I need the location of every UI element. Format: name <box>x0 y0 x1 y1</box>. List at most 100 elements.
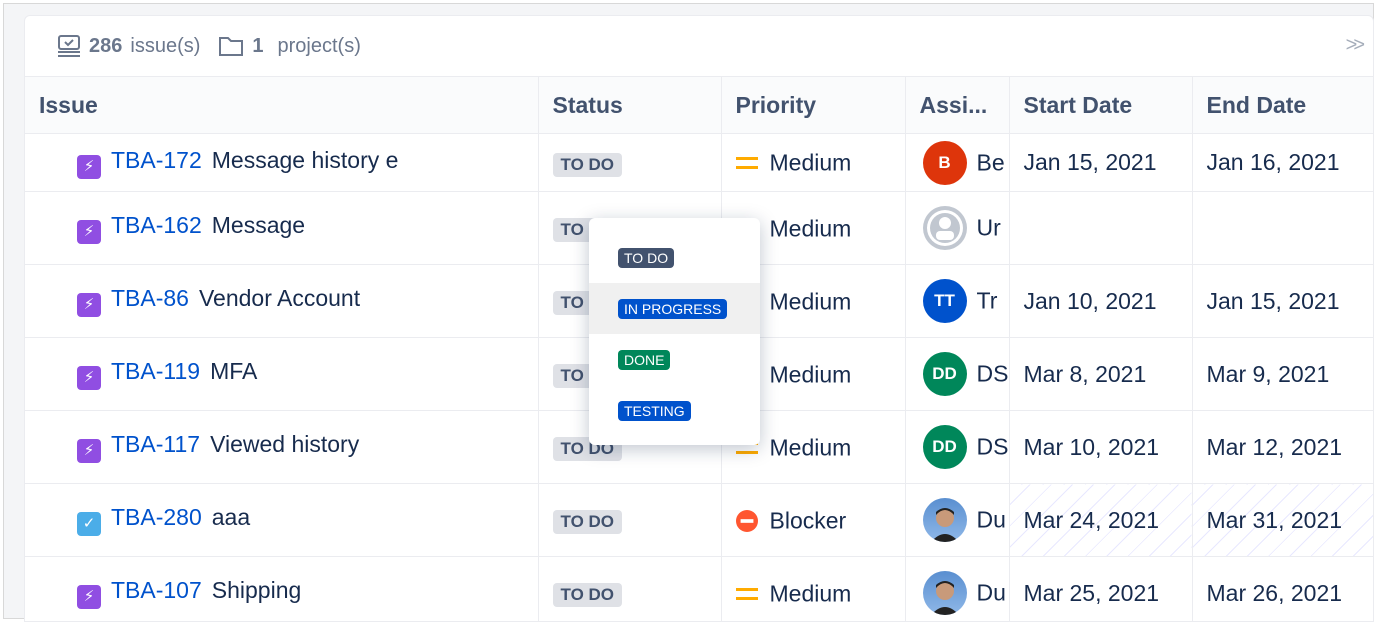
assignee-cell[interactable]: Du <box>905 556 1010 621</box>
issue-key-link[interactable]: TBA-172 <box>111 146 202 173</box>
start-date-cell[interactable]: Mar 10, 2021 <box>1009 410 1193 484</box>
start-date-cell[interactable]: Mar 8, 2021 <box>1009 337 1193 411</box>
collapse-panel-icon[interactable]: >> <box>1345 34 1365 56</box>
status-option-testing[interactable]: TESTING <box>589 385 760 436</box>
medium-priority-icon <box>735 587 758 600</box>
avatar: DD <box>922 352 967 396</box>
assignee-name: DS <box>976 360 1009 387</box>
epic-lightning-icon: ⚡︎ <box>77 366 101 390</box>
issue-cell: ⚡︎ TBA-162 Message <box>25 191 539 265</box>
start-date-cell[interactable] <box>1009 191 1193 265</box>
end-date-cell[interactable]: Mar 31, 2021 <box>1192 483 1373 557</box>
epic-lightning-icon: ⚡︎ <box>77 439 101 463</box>
start-date-cell[interactable]: Jan 15, 2021 <box>1009 133 1193 192</box>
assignee-name: Du <box>976 579 1006 606</box>
priority-label: Medium <box>769 361 852 388</box>
status-lozenge[interactable]: TO DO <box>552 152 623 177</box>
column-header[interactable]: Assi... <box>905 76 1010 134</box>
blocker-priority-icon <box>735 509 758 532</box>
issue-title[interactable]: MFA <box>210 358 258 384</box>
folder-icon <box>219 37 244 56</box>
issue-title[interactable]: Vendor Account <box>198 285 361 311</box>
column-header[interactable]: Issue <box>25 76 539 134</box>
start-date-cell[interactable]: Mar 25, 2021 <box>1009 556 1193 621</box>
status-cell[interactable]: TO DO <box>538 133 722 192</box>
issue-cell: ⚡︎ TBA-172 Message history e <box>25 133 539 192</box>
project-count: 1 <box>252 34 264 57</box>
issue-table-card: 286 issue(s) 1 project(s) >> Issue Status… <box>24 15 1374 622</box>
issue-label: issue(s) <box>130 34 201 57</box>
assignee-cell[interactable]: Du <box>905 483 1010 557</box>
issue-title[interactable]: Message history e <box>211 146 399 173</box>
issue-key-link[interactable]: TBA-86 <box>111 285 189 311</box>
status-lozenge[interactable]: TO DO <box>552 583 623 607</box>
column-header[interactable]: Status <box>538 76 722 134</box>
priority-label: Medium <box>769 580 852 607</box>
priority-label: Medium <box>769 434 852 461</box>
assignee-name: Du <box>976 506 1006 533</box>
table-row[interactable]: ✓ TBA-280 aaa TO DO Blocker Du Mar 24, 2021 Mar… <box>25 483 1373 557</box>
issues-icon <box>58 35 80 57</box>
assignee-cell[interactable]: DD DS <box>905 337 1010 411</box>
start-date-cell[interactable]: Mar 24, 2021 <box>1009 483 1193 557</box>
assignee-cell[interactable]: TT Tr <box>905 264 1010 338</box>
priority-cell[interactable]: Medium <box>721 556 906 621</box>
status-option-done[interactable]: DONE <box>589 334 760 385</box>
summary-bar: 286 issue(s) 1 project(s) <box>25 16 1373 76</box>
priority-cell[interactable]: Blocker <box>721 483 906 557</box>
user-photo-avatar <box>922 498 967 542</box>
end-date-cell[interactable] <box>1192 191 1373 265</box>
issue-key-link[interactable]: TBA-119 <box>111 358 201 384</box>
column-header[interactable]: Start Date <box>1009 76 1193 134</box>
assignee-name: Be <box>976 149 1005 175</box>
priority-cell[interactable]: Medium <box>721 133 906 192</box>
priority-label: Medium <box>769 215 852 242</box>
user-photo-avatar <box>922 571 967 615</box>
issue-title[interactable]: aaa <box>211 504 251 530</box>
issue-title[interactable]: Viewed history <box>210 431 360 457</box>
issue-title[interactable]: Message <box>211 212 306 238</box>
issue-key-link[interactable]: TBA-162 <box>111 212 202 238</box>
end-date-cell[interactable]: Jan 15, 2021 <box>1192 264 1373 338</box>
issue-cell: ⚡︎ TBA-119 MFA <box>25 337 539 411</box>
end-date-cell[interactable]: Mar 26, 2021 <box>1192 556 1373 621</box>
table-row[interactable]: ⚡︎ TBA-107 Shipping TO DO Medium Du Mar 25, 20… <box>25 556 1373 621</box>
assignee-name: Tr <box>976 287 998 314</box>
end-date-cell[interactable]: Mar 9, 2021 <box>1192 337 1373 411</box>
epic-lightning-icon: ⚡︎ <box>77 585 101 609</box>
avatar: DD <box>922 425 967 469</box>
status-cell[interactable]: TO DO <box>538 556 722 621</box>
table-row[interactable]: ⚡︎ TBA-172 Message history e TO DO Medium B Be… <box>25 133 1373 192</box>
issue-key-link[interactable]: TBA-280 <box>111 504 202 530</box>
epic-lightning-icon: ⚡︎ <box>77 293 101 317</box>
priority-label: Medium <box>769 149 852 176</box>
medium-priority-icon <box>735 157 758 170</box>
status-option-lozenge: IN PROGRESS <box>618 298 728 319</box>
column-header[interactable]: End Date <box>1192 76 1373 134</box>
end-date-cell[interactable]: Mar 12, 2021 <box>1192 410 1373 484</box>
project-label: project(s) <box>277 34 361 57</box>
issue-key-link[interactable]: TBA-117 <box>111 431 201 457</box>
end-date-cell[interactable]: Jan 16, 2021 <box>1192 133 1373 192</box>
issue-cell: ⚡︎ TBA-86 Vendor Account <box>25 264 539 338</box>
start-date-cell[interactable]: Jan 10, 2021 <box>1009 264 1193 338</box>
epic-lightning-icon: ⚡︎ <box>77 154 101 179</box>
issue-key-link[interactable]: TBA-107 <box>111 577 202 603</box>
issue-title[interactable]: Shipping <box>211 577 302 603</box>
unassigned-avatar-icon <box>922 206 967 250</box>
assignee-name: Ur <box>976 214 1001 241</box>
assignee-name: DS <box>976 433 1009 460</box>
status-dropdown: TO DO IN PROGRESS DONE TESTING <box>589 218 760 445</box>
table-row[interactable]: ⚡︎ TBA-86 Vendor Account TO DO Medium TT Tr Jan… <box>25 264 1373 338</box>
status-option-to-do[interactable]: TO DO <box>589 232 760 283</box>
assignee-cell[interactable]: B Be <box>905 133 1010 192</box>
status-cell[interactable]: TO DO <box>538 483 722 557</box>
table-row[interactable]: ⚡︎ TBA-117 Viewed history TO DO Medium DD DS Ma… <box>25 410 1373 484</box>
status-option-lozenge: TESTING <box>618 400 691 421</box>
status-lozenge[interactable]: TO DO <box>552 510 623 534</box>
status-option-in-progress[interactable]: IN PROGRESS <box>589 283 760 334</box>
column-header[interactable]: Priority <box>721 76 906 134</box>
issue-cell: ✓ TBA-280 aaa <box>25 483 539 557</box>
assignee-cell[interactable]: DD DS <box>905 410 1010 484</box>
assignee-cell[interactable]: Ur <box>905 191 1010 265</box>
